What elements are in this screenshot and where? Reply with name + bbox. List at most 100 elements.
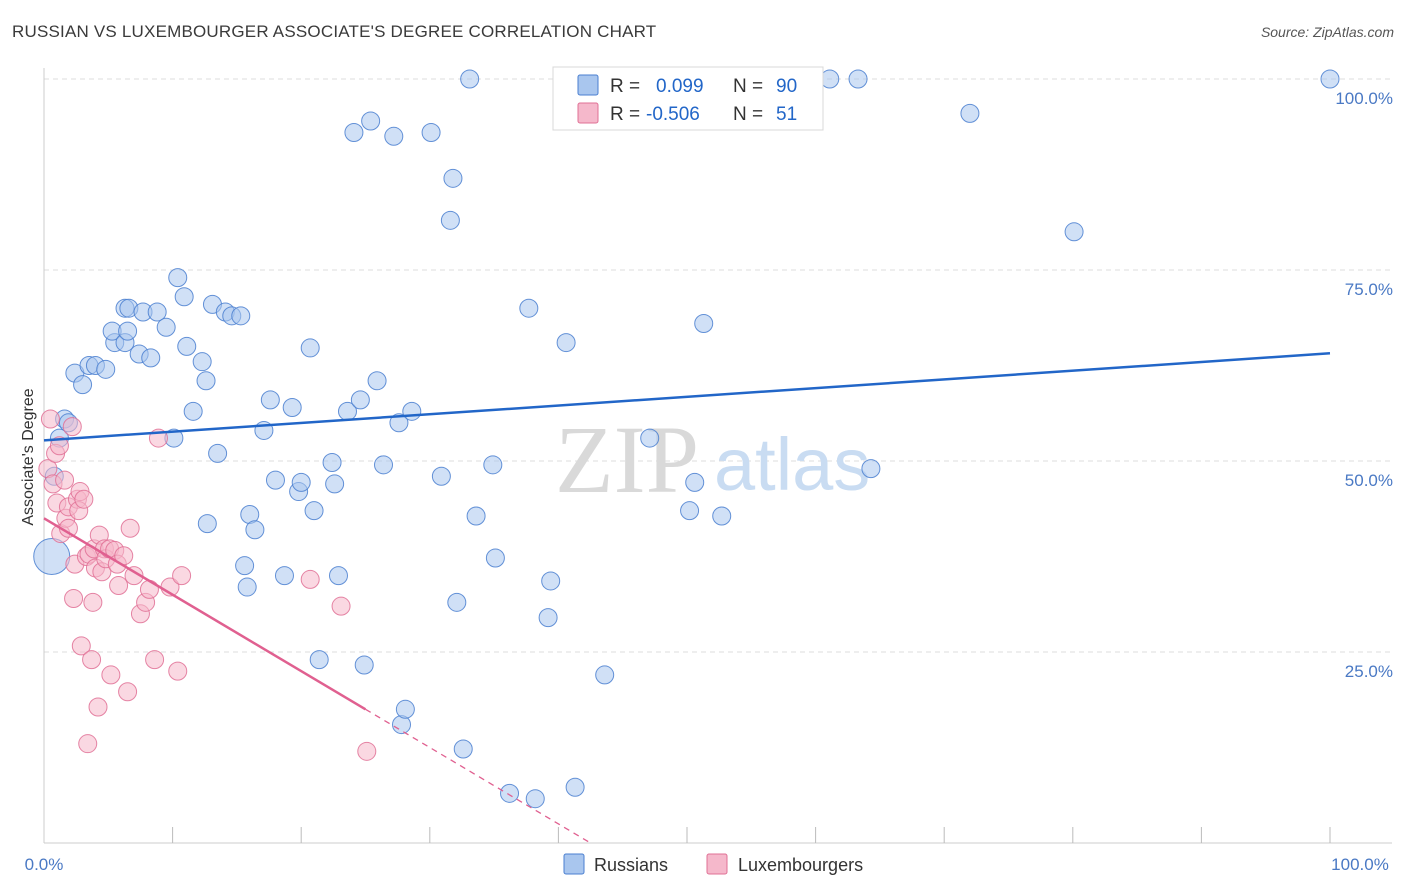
luxembourgers-point-11 [62,417,82,437]
russians-point-46 [304,501,324,521]
legend-r-value-luxembourgers: -0.506 [646,104,700,125]
bottom-legend-label-luxembourgers: Luxembourgers [738,855,863,875]
luxembourgers-point-32 [101,665,121,685]
russians-point-19 [147,302,167,322]
watermark-zip: ZIP [555,406,699,513]
russians-point-79 [565,777,585,797]
luxembourgers-point-22 [82,650,102,670]
x-tick-label-max: 100.0% [1331,855,1389,874]
russians-point-90 [1064,222,1084,242]
x-tick-label-min: 0.0% [25,855,64,874]
russians-point-69 [460,69,480,89]
watermark-atlas: atlas [714,423,870,506]
legend-n-label-luxembourgers: N = [733,104,763,125]
russians-point-70 [466,506,486,526]
russians-point-36 [235,556,255,576]
russians-point-72 [485,548,505,568]
russians-point-9 [96,359,116,379]
russians-point-6 [73,375,93,395]
legend-swatch-luxembourgers [577,102,599,124]
watermark: ZIP atlas [555,406,870,513]
russians-point-61 [395,699,415,719]
russians-point-83 [685,472,705,492]
luxembourgers-point-12 [64,589,84,609]
russians-point-0 [33,538,71,575]
russians-point-21 [168,268,188,288]
russians-point-66 [443,168,463,188]
russians-point-76 [538,608,558,628]
russians-point-41 [274,566,294,586]
russians-point-82 [680,501,700,521]
russians-point-47 [309,650,329,670]
legend-r-label-russians: R = [610,76,640,97]
russians-point-42 [282,398,302,418]
russians-point-65 [440,210,460,230]
russians-point-88 [861,459,881,479]
legend-n-value-russians: 90 [776,76,797,97]
russians-point-20 [156,317,176,337]
y-tick-label-1: 50.0% [1345,471,1393,490]
luxembourgers-point-43 [145,650,165,670]
russians-point-73 [500,783,520,803]
russians-point-57 [374,455,394,475]
russians-point-53 [350,390,370,410]
russians-point-44 [291,472,311,492]
luxembourgers-point-50 [357,741,377,761]
russians-point-78 [556,333,576,353]
russians-point-58 [384,126,404,146]
russians-point-85 [712,506,732,526]
russians-point-77 [541,571,561,591]
luxembourgers-point-39 [124,566,144,586]
luxembourgers-trend-line [43,517,367,711]
legend: R = 0.099 N = 90 R = -0.506 N = 51 [552,66,824,131]
luxembourgers-point-1 [40,409,60,429]
luxembourgers-point-26 [88,697,108,717]
russians-point-40 [265,470,285,490]
luxembourgers-point-49 [331,596,351,616]
russians-point-52 [344,122,364,142]
russians-point-55 [361,111,381,131]
russians-point-64 [431,466,451,486]
russians-point-67 [447,592,467,612]
russians-point-81 [640,428,660,448]
legend-n-value-luxembourgers: 51 [776,104,797,125]
russians-point-75 [525,789,545,809]
russians-point-26 [196,371,216,391]
luxembourgers-point-47 [172,566,192,586]
russians-point-35 [245,520,265,540]
luxembourgers-points [38,409,377,761]
russians-point-25 [192,352,212,372]
luxembourgers-point-20 [78,734,98,754]
bottom-legend: Russians Luxembourgers [563,853,863,875]
legend-n-label-russians: N = [733,76,763,97]
russians-point-91 [1320,69,1340,89]
russians-point-24 [183,401,203,421]
russians-point-30 [231,306,251,326]
russians-point-23 [177,336,197,356]
y-tick-label-0: 25.0% [1345,662,1393,681]
bottom-legend-label-russians: Russians [594,855,668,875]
legend-swatch-russians [577,74,599,96]
russians-point-87 [848,69,868,89]
russians-point-48 [322,453,342,473]
russians-point-39 [260,390,280,410]
russians-point-50 [328,566,348,586]
y-tick-label-3: 100.0% [1335,89,1393,108]
luxembourgers-point-38 [120,518,140,538]
axes [43,68,1392,844]
luxembourgers-point-5 [49,436,69,456]
russians-trend-line [43,352,1331,442]
source-note: Source: ZipAtlas.com [1260,24,1394,40]
russians-point-62 [402,401,422,421]
russians-point-74 [519,298,539,318]
luxembourgers-point-23 [83,592,103,612]
legend-r-label-luxembourgers: R = [610,104,640,125]
luxembourgers-point-42 [139,579,159,599]
russians-point-63 [421,122,441,142]
russians-point-84 [694,313,714,333]
y-tick-labels: 25.0% 50.0% 75.0% 100.0% [1335,89,1393,681]
russians-point-33 [197,514,217,534]
russians-point-89 [960,103,980,123]
russians-point-59 [389,413,409,433]
